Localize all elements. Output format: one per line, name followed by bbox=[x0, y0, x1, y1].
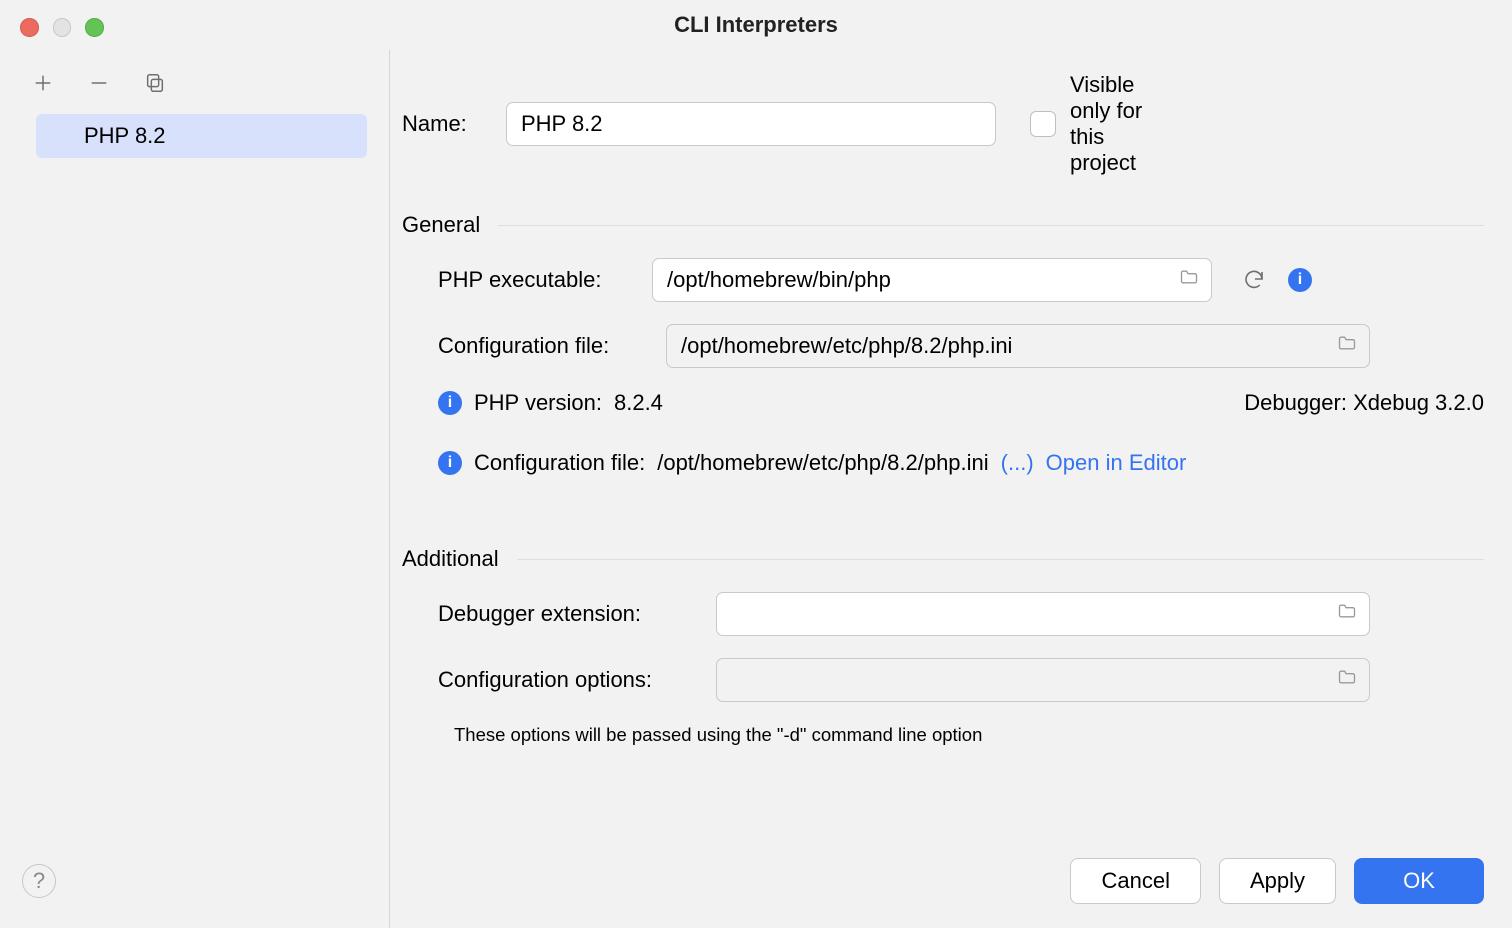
browse-debugger-extension-button[interactable] bbox=[1336, 601, 1358, 627]
dialog-body: PHP 8.2 Name: Visible only for this proj… bbox=[0, 50, 1512, 928]
zoom-window-button[interactable] bbox=[85, 18, 104, 37]
plus-icon bbox=[32, 72, 54, 94]
minus-icon bbox=[88, 72, 110, 94]
reload-icon bbox=[1242, 268, 1266, 292]
add-interpreter-button[interactable] bbox=[28, 68, 58, 98]
interpreter-list-item-label: PHP 8.2 bbox=[84, 123, 166, 148]
configuration-file-row: Configuration file: bbox=[402, 324, 1484, 368]
ok-button[interactable]: OK bbox=[1354, 858, 1484, 904]
open-in-editor-link[interactable]: Open in Editor bbox=[1046, 450, 1187, 476]
remove-interpreter-button[interactable] bbox=[84, 68, 114, 98]
configuration-file-input bbox=[666, 324, 1370, 368]
copy-icon bbox=[144, 72, 166, 94]
minimize-window-button[interactable] bbox=[53, 18, 72, 37]
folder-icon bbox=[1336, 333, 1358, 353]
ok-button-label: OK bbox=[1403, 868, 1435, 894]
section-additional-heading: Additional bbox=[402, 546, 1484, 572]
footer-buttons: Cancel Apply OK bbox=[1070, 858, 1484, 904]
main-panel: Name: Visible only for this project Gene… bbox=[390, 50, 1512, 928]
info-icon: i bbox=[438, 451, 462, 475]
info-icon: i bbox=[1288, 268, 1312, 292]
divider bbox=[517, 559, 1484, 560]
sidebar: PHP 8.2 bbox=[0, 50, 390, 928]
cancel-button-label: Cancel bbox=[1101, 868, 1169, 894]
interpreter-list-item[interactable]: PHP 8.2 bbox=[36, 114, 367, 158]
name-input[interactable] bbox=[506, 102, 996, 146]
cancel-button[interactable]: Cancel bbox=[1070, 858, 1200, 904]
apply-button[interactable]: Apply bbox=[1219, 858, 1336, 904]
name-row: Name: Visible only for this project bbox=[402, 72, 1484, 176]
debugger-extension-input[interactable] bbox=[716, 592, 1370, 636]
configuration-file-more-link[interactable]: (...) bbox=[1001, 450, 1034, 476]
php-executable-input-wrap bbox=[652, 258, 1212, 302]
section-additional-title: Additional bbox=[402, 546, 499, 572]
debugger-extension-row: Debugger extension: bbox=[402, 592, 1484, 636]
php-executable-row: PHP executable: i bbox=[402, 258, 1484, 302]
section-general-title: General bbox=[402, 212, 480, 238]
dialog-window: CLI Interpreters PHP 8.2 bbox=[0, 0, 1512, 928]
debugger-extension-label: Debugger extension: bbox=[438, 601, 716, 627]
reload-interpreter-button[interactable] bbox=[1238, 264, 1270, 296]
name-label: Name: bbox=[402, 111, 506, 137]
edit-configuration-options-button[interactable] bbox=[1336, 667, 1358, 693]
titlebar: CLI Interpreters bbox=[0, 0, 1512, 50]
folder-icon bbox=[1336, 667, 1358, 687]
php-executable-label: PHP executable: bbox=[438, 267, 652, 293]
configuration-options-row: Configuration options: bbox=[402, 658, 1484, 702]
divider bbox=[498, 225, 1484, 226]
apply-button-label: Apply bbox=[1250, 868, 1305, 894]
browse-php-executable-button[interactable] bbox=[1178, 267, 1200, 293]
configuration-file-status-label: Configuration file: bbox=[474, 450, 645, 476]
interpreter-info-button[interactable]: i bbox=[1284, 264, 1316, 296]
dialog-footer: ? Cancel Apply OK bbox=[0, 840, 1512, 928]
configuration-options-hint: These options will be passed using the "… bbox=[402, 724, 1484, 746]
close-window-button[interactable] bbox=[20, 18, 39, 37]
info-icon: i bbox=[438, 391, 462, 415]
debugger-value: Xdebug 3.2.0 bbox=[1353, 390, 1484, 415]
debugger-status: Debugger: Xdebug 3.2.0 bbox=[1244, 390, 1484, 416]
visible-only-checkbox[interactable] bbox=[1030, 111, 1056, 137]
folder-icon bbox=[1178, 267, 1200, 287]
section-general-heading: General bbox=[402, 212, 1484, 238]
visible-only-label: Visible only for this project bbox=[1070, 72, 1174, 176]
status-row: i PHP version: 8.2.4 Debugger: Xdebug 3.… bbox=[402, 390, 1484, 416]
php-version-status: i PHP version: 8.2.4 bbox=[438, 390, 663, 416]
php-executable-input[interactable] bbox=[652, 258, 1212, 302]
php-version-value: 8.2.4 bbox=[614, 390, 663, 416]
traffic-lights bbox=[20, 18, 104, 37]
window-title: CLI Interpreters bbox=[0, 12, 1512, 38]
configuration-file-status-row: i Configuration file: /opt/homebrew/etc/… bbox=[402, 450, 1484, 476]
configuration-options-input-wrap bbox=[716, 658, 1370, 702]
help-button[interactable]: ? bbox=[22, 864, 56, 898]
configuration-file-status-value: /opt/homebrew/etc/php/8.2/php.ini bbox=[657, 450, 988, 476]
configuration-options-input bbox=[716, 658, 1370, 702]
copy-interpreter-button[interactable] bbox=[140, 68, 170, 98]
folder-icon bbox=[1336, 601, 1358, 621]
debugger-extension-input-wrap bbox=[716, 592, 1370, 636]
interpreter-list: PHP 8.2 bbox=[0, 112, 389, 158]
php-version-label: PHP version: bbox=[474, 390, 602, 416]
configuration-file-input-wrap bbox=[666, 324, 1370, 368]
debugger-label: Debugger: bbox=[1244, 390, 1347, 415]
browse-configuration-file-button[interactable] bbox=[1336, 333, 1358, 359]
configuration-file-label: Configuration file: bbox=[438, 333, 666, 359]
configuration-options-label: Configuration options: bbox=[438, 667, 716, 693]
sidebar-toolbar bbox=[0, 60, 389, 112]
